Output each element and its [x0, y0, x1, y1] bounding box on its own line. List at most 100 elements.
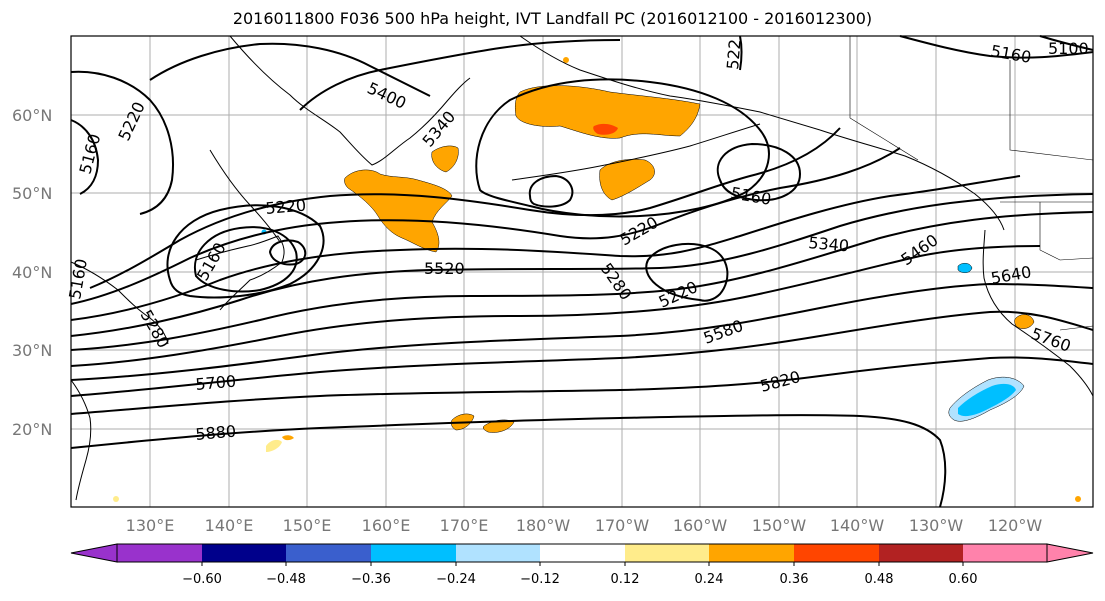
- contour-5580: [70, 211, 1094, 351]
- colorbar-bin: [794, 544, 879, 562]
- colorbar-bin: [879, 544, 963, 562]
- colorbar-tick-label: −0.12: [520, 572, 560, 587]
- lat-label: 60°N: [12, 106, 52, 125]
- colorbar-tick-label: 0.12: [611, 572, 640, 587]
- colorbar-bin: [625, 544, 709, 562]
- lon-label: 150°W: [752, 516, 807, 535]
- lon-label: 130°E: [126, 516, 175, 535]
- map-frame: [70, 35, 1094, 508]
- colorbar-frame: [116, 543, 1048, 563]
- ivt-spot-north: [563, 57, 569, 63]
- contour-5400-north: [299, 39, 621, 111]
- contour-label: 5220: [265, 196, 307, 218]
- contour-5400: [70, 147, 901, 305]
- coast-korea-china: [70, 261, 169, 345]
- coast-aleutians: [511, 123, 761, 181]
- colorbar-tick-label: 0.48: [865, 572, 894, 587]
- lat-labels: 60°N 50°N 40°N 30°N 20°N: [12, 106, 52, 439]
- coastlines: [70, 35, 1094, 501]
- contour-5820: [70, 356, 1094, 415]
- lon-labels: 130°E 140°E 150°E 160°E 170°E 180°W 170°…: [126, 516, 1043, 535]
- border-usa-mexico: [1059, 325, 1094, 331]
- lon-label: 140°W: [830, 516, 885, 535]
- contour-5160-north: [70, 119, 100, 195]
- contour-5220-japan: [166, 204, 325, 299]
- coast-canada-west: [819, 129, 1005, 231]
- colorbar-tick-label: 0.24: [695, 572, 724, 587]
- lat-label: 40°N: [12, 263, 52, 282]
- colorbar-tick-label: 0.60: [949, 572, 978, 587]
- contour-5760: [70, 310, 1094, 397]
- coast-asia-north: [229, 35, 471, 166]
- contour-5220-north: [70, 70, 174, 215]
- colorbar-bin: [286, 544, 371, 562]
- colorbar-tick-label: 0.36: [780, 572, 809, 587]
- lon-label: 170°W: [595, 516, 650, 535]
- contour-5280-east: [645, 243, 729, 302]
- contour-label: 5880: [195, 422, 237, 444]
- coast-china-south: [70, 379, 92, 501]
- lat-label: 20°N: [12, 420, 52, 439]
- contour-5880: [70, 414, 947, 508]
- colorbar-tick-label: −0.48: [266, 572, 306, 587]
- ivt-spot-east: [1075, 496, 1081, 502]
- lon-label: 120°W: [988, 516, 1043, 535]
- lon-label: 130°W: [909, 516, 964, 535]
- contour-5700: [70, 282, 1094, 381]
- contour-5520: [70, 193, 1094, 337]
- ivt-region-japan-south: [266, 439, 282, 452]
- contour-low-core: [268, 239, 307, 266]
- contour-5100: [1039, 35, 1094, 51]
- contour-label: 5520: [424, 259, 465, 278]
- colorbar-bin: [117, 544, 202, 562]
- colorbar-bin: [963, 544, 1047, 562]
- contour-label: 5100: [1048, 39, 1089, 58]
- border-state-1: [1039, 202, 1094, 261]
- lon-label: 160°W: [673, 516, 728, 535]
- ivt-region-kamchatka-north: [431, 145, 459, 173]
- contour-5460: [70, 175, 1021, 321]
- ivt-region-negative-core: [958, 383, 1016, 417]
- colorbar-tick-label: −0.36: [351, 572, 391, 587]
- ivt-region-kamchatka: [344, 169, 453, 253]
- colorbar-bin: [202, 544, 286, 562]
- colorbar-bin: [371, 544, 456, 562]
- map-plot: 5220 5160 5400 5340 5220 5160 5520 5280 …: [65, 35, 1094, 508]
- map-title: 2016011800 F036 500 hPa height, IVT Land…: [232, 9, 873, 28]
- borders: [849, 36, 1094, 331]
- contour-5400-asia: [149, 42, 431, 97]
- colorbar-ticks: [201, 562, 964, 566]
- ivt-shading: [113, 57, 1081, 502]
- lat-label: 50°N: [12, 184, 52, 203]
- colorbar-tick-labels: −0.60 −0.48 −0.36 −0.24 −0.12 0.12 0.24 …: [182, 572, 977, 587]
- ivt-region-red-core: [593, 123, 618, 135]
- contour-5160-bering: [716, 142, 802, 202]
- coast-alaska: [519, 35, 821, 131]
- colorbar-bin: [456, 544, 540, 562]
- contour-label: 5700: [195, 372, 237, 394]
- ivt-region-gulf-alaska: [514, 85, 701, 139]
- coast-usa-west: [982, 229, 1094, 397]
- contour-small-bering: [528, 174, 574, 208]
- coast-japan: [195, 235, 285, 311]
- colorbar-tick-label: −0.24: [436, 572, 476, 587]
- border-alaska-canada: [849, 36, 919, 161]
- height-contours: [70, 35, 1094, 508]
- colorbar-extend-left: [70, 543, 118, 563]
- colorbar-bin: [540, 544, 625, 562]
- colorbar-bin: [709, 544, 794, 562]
- lon-label: 170°E: [440, 516, 489, 535]
- lon-label: 150°E: [283, 516, 332, 535]
- lon-label: 180°W: [516, 516, 571, 535]
- contour-5220-bering: [475, 78, 770, 218]
- contour-5640: [70, 245, 1041, 367]
- ivt-region-calif: [1014, 314, 1035, 329]
- border-state-2: [1009, 60, 1094, 161]
- lon-label: 140°E: [205, 516, 254, 535]
- ivt-region-japan-south-core: [282, 435, 294, 441]
- lat-label: 30°N: [12, 341, 52, 360]
- lon-label: 160°E: [362, 516, 411, 535]
- colorbar-tick-label: −0.60: [182, 572, 222, 587]
- ivt-region-hawaii-east: [482, 419, 515, 433]
- colorbar: −0.60 −0.48 −0.36 −0.24 −0.12 0.12 0.24 …: [70, 543, 1094, 587]
